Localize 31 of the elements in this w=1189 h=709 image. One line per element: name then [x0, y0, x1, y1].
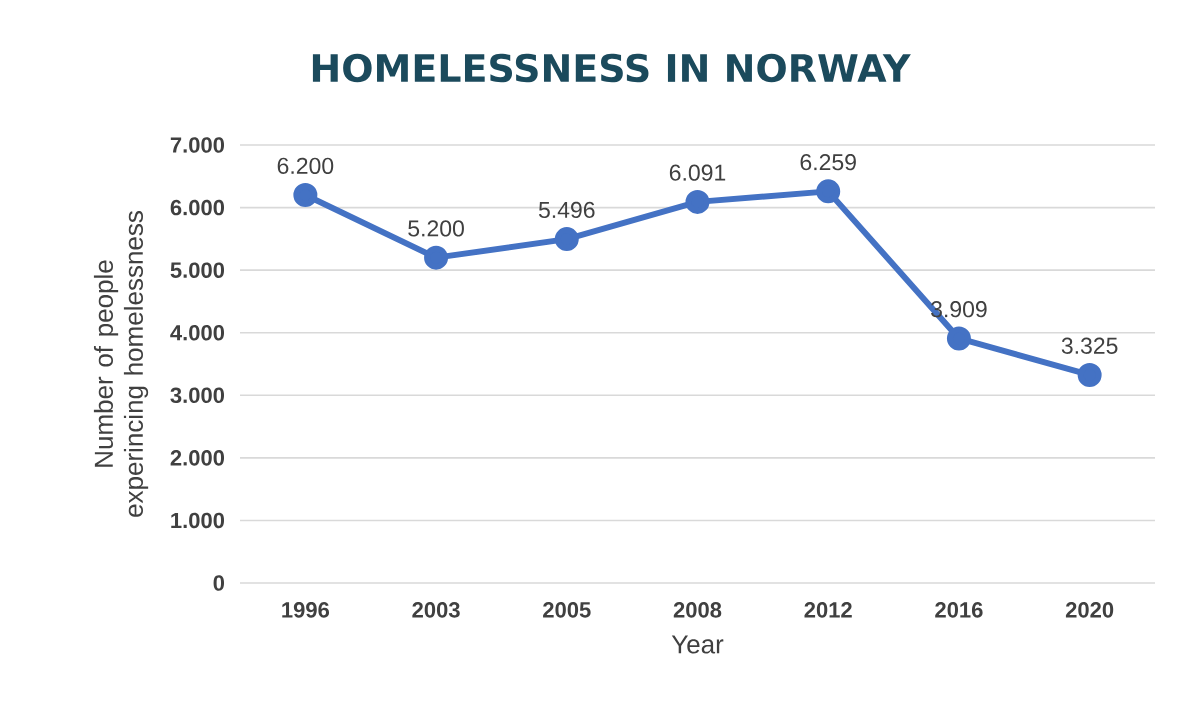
x-tick-label: 2008: [673, 602, 722, 618]
data-label: 6.200: [277, 157, 334, 174]
point: [685, 189, 710, 214]
y-tick-label: 2.000: [170, 450, 225, 466]
data-label: 6.259: [800, 154, 856, 171]
y-tick-label: 6.000: [170, 199, 225, 216]
point: [1077, 362, 1102, 387]
data-label: 5.200: [408, 220, 464, 237]
data-label: 3.325: [1061, 337, 1118, 354]
y-tick-label: 4.000: [170, 324, 225, 341]
y-axis-title: Number of people experincing homelessness: [93, 211, 149, 517]
y-tick-label: 3.000: [170, 387, 225, 404]
point: [946, 326, 971, 351]
x-tick-label: 2020: [1065, 602, 1114, 618]
y-tick-label: 5.000: [170, 262, 225, 278]
x-tick-label: 2012: [804, 602, 852, 618]
y-tick-label: 1.000: [171, 512, 225, 529]
data-label: 5.496: [538, 201, 595, 219]
x-axis-title: Year: [671, 635, 724, 654]
y-tick-label: 0: [213, 575, 225, 591]
x-tick-label: 2003: [412, 602, 460, 618]
data-label: 6.091: [669, 164, 726, 181]
point: [424, 245, 449, 270]
x-tick-label: 2016: [935, 602, 983, 618]
x-tick-label: 1996: [282, 602, 330, 618]
x-tick-label: 2005: [543, 602, 591, 618]
chart-title: HOMELESSNESS IN NORWAY: [312, 53, 911, 83]
point: [554, 227, 579, 252]
point: [816, 179, 841, 204]
point: [293, 183, 318, 208]
y-tick-label: 7.000: [170, 137, 225, 153]
